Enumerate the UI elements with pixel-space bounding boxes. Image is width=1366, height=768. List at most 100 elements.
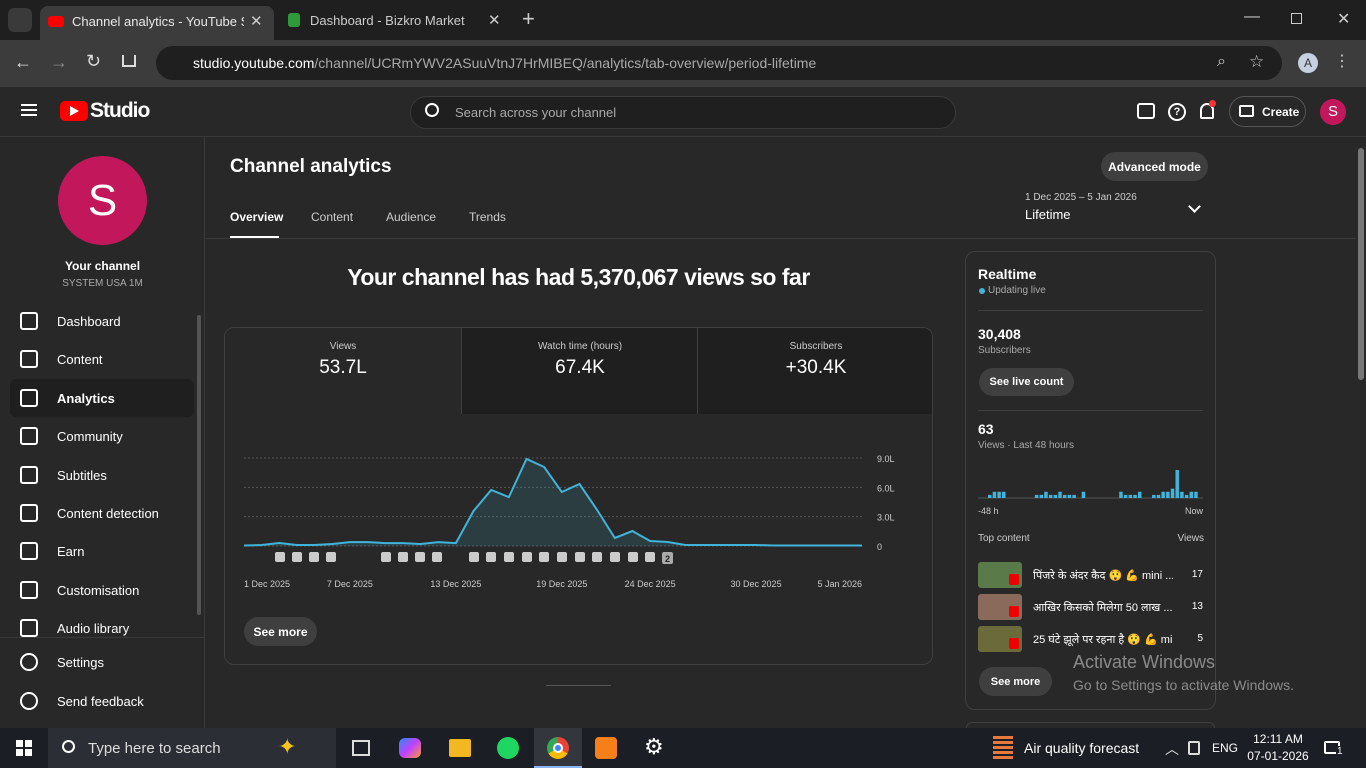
nav-item[interactable]: Settings <box>10 643 194 681</box>
y-tick-label: 3.0L <box>877 513 895 523</box>
fl-studio[interactable] <box>595 737 617 759</box>
analytics-tab[interactable]: Overview <box>230 210 284 224</box>
help-icon[interactable]: ? <box>1168 103 1186 121</box>
account-avatar[interactable]: S <box>1320 99 1346 125</box>
top-content-row[interactable]: पिंजरे के अंदर कैद 😲 💪 mini ... 17 <box>978 562 1203 588</box>
notifications-icon[interactable] <box>1200 103 1214 119</box>
chrome-active[interactable] <box>534 728 582 768</box>
realtime-title: Realtime <box>978 266 1037 282</box>
video-marker <box>275 552 285 562</box>
nav-icon <box>20 653 38 671</box>
task-view[interactable] <box>352 740 370 756</box>
tab-title[interactable]: Dashboard - Bizkro Market <box>310 13 465 28</box>
bar <box>997 491 1001 498</box>
copilot[interactable] <box>399 738 421 758</box>
nav-item[interactable]: Customisation <box>10 571 194 609</box>
analytics-tab[interactable]: Trends <box>469 210 506 224</box>
home[interactable] <box>122 55 136 67</box>
see-more[interactable]: See more <box>244 617 317 646</box>
minimize[interactable]: — <box>1244 8 1260 25</box>
nav-item[interactable]: Community <box>10 417 194 455</box>
channel-name: SYSTEM USA 1M <box>62 278 143 289</box>
bar <box>1166 491 1170 498</box>
see-live-count[interactable]: See live count <box>979 368 1074 396</box>
tray-icon[interactable] <box>1188 741 1200 755</box>
y-tick-label: 6.0L <box>877 483 895 493</box>
tab-close[interactable]: ✕ <box>488 12 501 29</box>
menu[interactable]: ⋮ <box>1334 53 1350 70</box>
taskbar-search[interactable]: Type here to search ✦ <box>48 728 336 768</box>
settings-app[interactable]: ⚙ <box>644 734 664 759</box>
watermark-title: Activate Windows <box>1073 652 1216 672</box>
clock-date[interactable]: 07-01-2026 <box>1247 749 1309 763</box>
channel-avatar[interactable]: S <box>58 156 147 245</box>
top-content-row[interactable]: आखिर किसको मिलेगा 50 लाख ... 13 <box>978 594 1203 620</box>
nav-icon <box>20 692 38 710</box>
spotify[interactable] <box>497 737 519 759</box>
video-marker <box>309 552 319 562</box>
nav-item[interactable]: Earn <box>10 532 194 570</box>
video-marker <box>469 552 479 562</box>
new-tab[interactable]: + <box>522 6 535 31</box>
bookmark[interactable]: ☆ <box>1249 52 1265 71</box>
advanced-mode[interactable]: Advanced mode <box>1101 152 1208 181</box>
maximize[interactable] <box>1291 13 1302 24</box>
metric-tab[interactable]: Subscribers +30.4K <box>697 328 932 414</box>
zoom-icon[interactable]: ⌕ <box>1217 53 1226 70</box>
metric-tab[interactable]: Views 53.7L <box>225 328 461 414</box>
start[interactable] <box>16 740 32 756</box>
tray-chevron[interactable]: ︿ <box>1165 741 1179 757</box>
tab-bar: Channel analytics - YouTube Stu ✕ Dashbo… <box>0 0 1366 40</box>
tab-close[interactable]: ✕ <box>250 13 263 30</box>
hamburger[interactable] <box>21 104 37 106</box>
forward[interactable]: → <box>50 52 68 72</box>
views-column: Views <box>1177 533 1205 544</box>
file-explorer[interactable] <box>449 739 471 757</box>
shorts-badge <box>1009 638 1019 649</box>
close-window[interactable]: ✕ <box>1337 11 1351 28</box>
reload[interactable]: ↻ <box>86 51 102 71</box>
realtime-see-more[interactable]: See more <box>979 667 1052 696</box>
bar <box>1058 491 1062 498</box>
nav-item[interactable]: Content detection <box>10 494 194 532</box>
yt-logo-play <box>70 106 79 116</box>
nav-item[interactable]: Send feedback <box>10 682 194 720</box>
address-bar[interactable]: studio.youtube.com/channel/UCRmYWV2ASuuV… <box>156 46 1282 80</box>
weather[interactable]: Air quality forecast <box>1024 740 1140 756</box>
create-button[interactable]: Create <box>1229 96 1306 127</box>
bar <box>1128 494 1133 498</box>
metric-tab[interactable]: Watch time (hours) 67.4K <box>461 328 697 414</box>
search-highlight: ✦ <box>278 734 297 759</box>
nav-item[interactable]: Analytics <box>10 379 194 417</box>
marker-badge <box>662 552 673 564</box>
nav-item[interactable]: Dashboard <box>10 302 194 340</box>
active-tab[interactable]: Channel analytics - YouTube Stu ✕ <box>40 6 274 40</box>
nav-item[interactable]: Content <box>10 340 194 378</box>
marker-badge-label: 2 <box>665 554 670 564</box>
video-marker <box>628 552 638 562</box>
studio-logo[interactable]: Studio <box>90 99 150 122</box>
url-path: /channel/UCRmYWV2ASuuVtnJ7HrMIBEQ/analyt… <box>314 55 817 71</box>
top-content-row[interactable]: 25 घंटे झूले पर रहना है 😲 💪 mi... 5 <box>978 626 1203 652</box>
area <box>244 458 862 546</box>
watermark-subtitle: Go to Settings to activate Windows. <box>1073 677 1294 693</box>
nav-icon <box>20 312 38 330</box>
nav-item[interactable]: Audio library <box>10 609 194 647</box>
period-dropdown[interactable] <box>1188 200 1201 213</box>
analytics-tab[interactable]: Audience <box>386 210 437 224</box>
period[interactable]: Lifetime <box>1025 207 1071 222</box>
clock-time[interactable]: 12:11 AM <box>1253 732 1303 746</box>
metric-value: 67.4K <box>555 357 605 378</box>
analytics-tab[interactable]: Content <box>311 210 354 224</box>
nav-item[interactable]: Subtitles <box>10 456 194 494</box>
top-content-label: Top content <box>978 533 1030 544</box>
video-marker <box>486 552 496 562</box>
language[interactable]: ENG <box>1212 741 1239 755</box>
profile[interactable]: A <box>1298 53 1318 73</box>
taskbar: Type here to search ✦ ⚙ Air quality fore… <box>0 728 1366 768</box>
tab-menu[interactable] <box>8 8 32 32</box>
feedback-icon[interactable] <box>1137 103 1155 119</box>
studio-header: Studio Search across your channel ? Crea… <box>0 87 1366 137</box>
search-box[interactable]: Search across your channel <box>410 96 956 129</box>
back[interactable]: ← <box>14 52 32 72</box>
